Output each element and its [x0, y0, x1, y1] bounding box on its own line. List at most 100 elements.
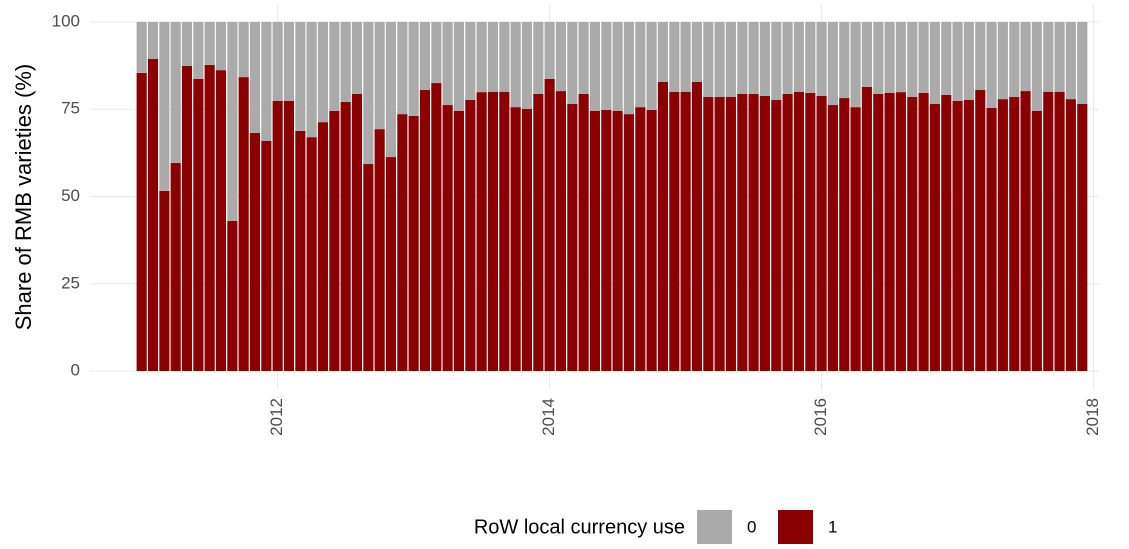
bar-segment — [703, 97, 714, 372]
bar-segment — [453, 21, 465, 111]
bar-segment — [1043, 21, 1054, 92]
bar-segment — [623, 114, 634, 372]
bar-segment — [136, 21, 147, 73]
bar-segment — [261, 21, 272, 141]
bar-segment — [249, 21, 261, 133]
legend-swatch — [778, 510, 813, 544]
x-tick-label: 2012 — [267, 398, 286, 436]
bar-segment — [771, 99, 782, 372]
bar-segment — [997, 21, 1008, 100]
bar-segment — [963, 21, 974, 100]
bar-segment — [215, 70, 227, 372]
bar-segment — [487, 91, 498, 372]
bar-segment — [499, 91, 510, 372]
bar-segment — [408, 21, 419, 116]
bar-segment — [283, 100, 295, 372]
bar-segment — [873, 21, 884, 94]
bar-segment — [578, 93, 589, 372]
bar-segment — [725, 21, 736, 98]
bar-segment — [170, 162, 181, 372]
bar-segment — [850, 21, 861, 108]
bar-segment — [816, 21, 827, 96]
bar-segment — [555, 21, 566, 92]
bar-segment — [510, 21, 521, 108]
bar-segment — [839, 98, 850, 372]
bar-segment — [238, 77, 249, 372]
bar-segment — [929, 21, 940, 104]
y-tick-label: 25 — [61, 273, 80, 292]
bar-segment — [805, 92, 816, 372]
bar-segment — [170, 21, 181, 163]
bar-segment — [907, 21, 918, 98]
bar-segment — [465, 21, 476, 100]
bar-segment — [657, 21, 668, 82]
bar-segment — [521, 108, 532, 372]
bar-segment — [385, 21, 397, 158]
bar-segment — [612, 21, 623, 111]
bar-segment — [895, 21, 906, 93]
bar-segment — [442, 105, 453, 372]
bar-segment — [385, 157, 397, 372]
bar-segment — [272, 100, 283, 372]
bar-segment — [1054, 91, 1065, 372]
bar-segment — [510, 107, 521, 372]
bar-segment — [635, 21, 646, 108]
bar-segment — [578, 21, 589, 94]
bar-segment — [397, 114, 408, 372]
bar-segment — [839, 21, 850, 99]
bar-segment — [306, 137, 317, 372]
bar-segment — [306, 21, 317, 138]
bar-segment — [714, 21, 725, 98]
bar-segment — [884, 92, 895, 372]
bar-segment — [363, 164, 374, 372]
bar-segment — [193, 78, 204, 372]
bar-segment — [351, 21, 363, 94]
bar-segment — [1009, 21, 1020, 98]
bar-segment — [918, 21, 929, 93]
bar-segment — [793, 21, 804, 92]
bar-segment — [759, 21, 770, 96]
bar-segment — [204, 21, 215, 65]
bar-segment — [499, 21, 510, 92]
bar-segment — [147, 58, 159, 372]
bar-segment — [1077, 103, 1088, 372]
bar-segment — [861, 86, 872, 372]
bar-segment — [159, 190, 170, 372]
bar-segment — [691, 21, 702, 82]
bar-segment — [793, 91, 804, 372]
bar-segment — [329, 21, 340, 111]
bar-segment — [635, 107, 646, 372]
bar-segment — [782, 93, 793, 372]
bar-segment — [646, 21, 657, 110]
bar-segment — [453, 110, 465, 372]
bar-segment — [1009, 97, 1020, 372]
bar-segment — [737, 21, 748, 94]
bar-segment — [873, 93, 884, 372]
bar-segment — [567, 21, 578, 104]
legend-label: 0 — [747, 517, 756, 536]
bar-segment — [295, 21, 306, 131]
bar-segment — [567, 103, 578, 372]
bar-segment — [533, 21, 544, 94]
legend-title: RoW local currency use — [474, 516, 685, 538]
bar-segment — [521, 21, 532, 109]
bar-segment — [340, 101, 351, 372]
bar-segment — [295, 130, 306, 372]
bar-segment — [601, 109, 612, 372]
bar-segment — [975, 90, 986, 372]
bar-segment — [952, 21, 963, 101]
bar-segment — [419, 90, 431, 372]
y-tick-label: 0 — [71, 361, 80, 380]
bar-segment — [249, 132, 261, 372]
bar-segment — [1020, 91, 1031, 372]
bar-segment — [1065, 21, 1076, 100]
bar-segment — [351, 93, 363, 372]
bar-segment — [204, 64, 215, 372]
bar-segment — [487, 21, 498, 92]
bar-segment — [215, 21, 227, 71]
bar-segment — [680, 21, 691, 92]
bar-segment — [861, 21, 872, 87]
bar-segment — [691, 81, 702, 372]
bar-segment — [771, 21, 782, 100]
bar-segment — [997, 99, 1008, 372]
